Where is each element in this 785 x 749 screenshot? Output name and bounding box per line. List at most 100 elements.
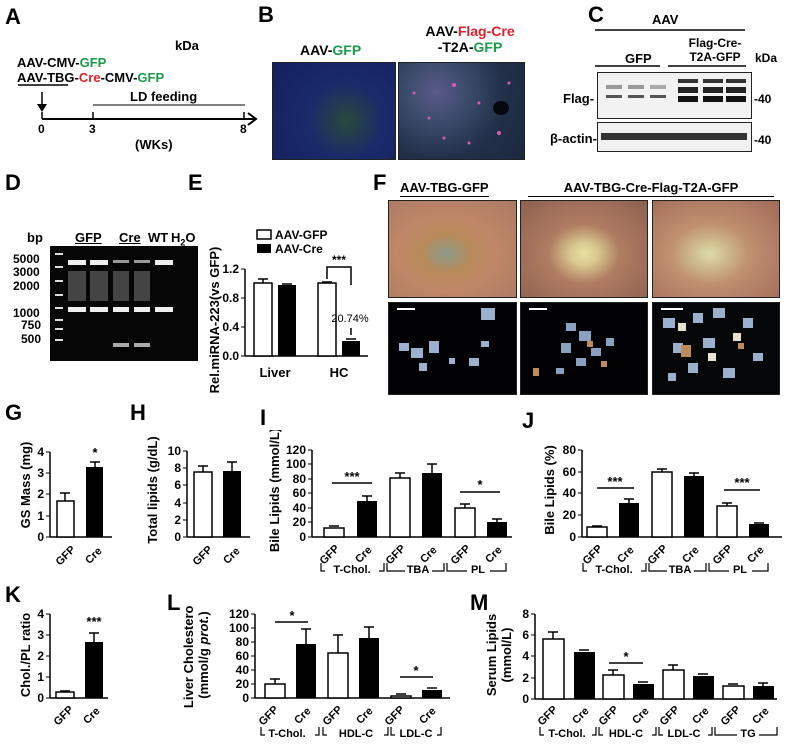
panel-letter-a: A <box>5 4 21 29</box>
svg-text:40: 40 <box>293 501 307 515</box>
svg-text:0: 0 <box>299 530 306 544</box>
blot-bands-flag <box>606 79 746 102</box>
svg-text:GFP: GFP <box>597 704 621 728</box>
panel-letter-g: G <box>5 400 23 425</box>
tick-8: 8 <box>240 122 247 136</box>
svg-text:GFP: GFP <box>52 704 76 728</box>
construct-1: AAV-CMV-GFP <box>17 55 106 70</box>
svg-text:*: * <box>477 477 483 492</box>
svg-text:Cre: Cre <box>483 544 504 565</box>
gallbladder-photo-cre-1 <box>520 200 648 298</box>
panel-letter-j: J <box>522 408 535 433</box>
group-label-cre: AAV-TBG-Cre-Flag-T2A-GFP <box>528 180 774 197</box>
svg-text:*: * <box>92 445 98 460</box>
svg-text:HDL-C: HDL-C <box>609 728 643 740</box>
label-prefix: AAV- <box>300 42 333 58</box>
svg-text:TBA: TBA <box>407 564 430 575</box>
svg-text:GFP: GFP <box>54 544 78 565</box>
aav-header: AAV <box>652 12 679 27</box>
construct-2: AAV-TBG-Cre-CMV-GFP <box>17 70 164 85</box>
svg-text:80: 80 <box>293 472 307 486</box>
legend-swatch-gfp <box>256 229 272 240</box>
svg-text:Serum Lipids: Serum Lipids <box>484 614 499 696</box>
svg-text:1: 1 <box>37 670 44 684</box>
crystal-speckle <box>397 308 495 371</box>
svg-text:***: *** <box>86 614 102 629</box>
cre-group-label: Flag-Cre- T2A-GFP <box>675 36 755 64</box>
svg-text:GFP: GFP <box>191 544 215 565</box>
panel-letter-f: F <box>373 170 387 195</box>
y-axis-label: Rel.miRNA-223(vs GFP) <box>207 247 222 394</box>
marker-40-actin: -40 <box>754 133 772 147</box>
svg-text:*: * <box>413 663 419 678</box>
fluorescence-image-cre <box>398 62 525 160</box>
gel-bands <box>55 253 173 347</box>
panel-letter-d: D <box>5 170 21 195</box>
svg-text:40: 40 <box>563 486 577 500</box>
construct-2-prefix: AAV-TBG- <box>17 70 79 85</box>
legend-swatch-cre <box>257 244 271 253</box>
panel-letter-b: B <box>258 2 274 27</box>
legend-cre: AAV-Cre <box>275 242 323 256</box>
svg-text:TG: TG <box>740 728 755 740</box>
svg-text:6: 6 <box>522 628 529 642</box>
svg-text:LDL-C: LDL-C <box>668 728 701 740</box>
svg-text:120: 120 <box>229 607 249 621</box>
svg-text:0: 0 <box>242 691 249 705</box>
svg-text:0.0: 0.0 <box>222 349 239 363</box>
panel-letter-e: E <box>188 170 203 195</box>
svg-text:Bile Lipids (%): Bile Lipids (%) <box>542 445 557 535</box>
ld-feeding-label: LD feeding <box>130 89 198 104</box>
crystal-image-cre-1 <box>520 302 648 395</box>
chart-e: AAV-GFP AAV-Cre 1.2 0.8 0.4 0.0 *** 20.7… <box>207 228 369 394</box>
svg-text:Liver: Liver <box>259 365 290 380</box>
sig-stars: *** <box>332 253 346 267</box>
gfp-group-label: GFP <box>625 51 652 66</box>
panel-letter-c: C <box>588 2 604 27</box>
svg-text:20: 20 <box>563 508 577 522</box>
crystal-image-cre-2 <box>652 302 780 395</box>
svg-text:40: 40 <box>236 663 250 677</box>
svg-text:2: 2 <box>174 513 181 527</box>
svg-text:Cre: Cre <box>750 705 771 726</box>
svg-text:Cre: Cre <box>615 544 636 565</box>
svg-text:6: 6 <box>174 478 181 492</box>
svg-text:80: 80 <box>563 443 577 457</box>
svg-text:Total lipids (g/dL): Total lipids (g/dL) <box>145 436 160 543</box>
svg-text:GFP: GFP <box>711 543 735 567</box>
crystal-image-gfp <box>388 302 517 395</box>
panel-letter-h: H <box>130 400 146 425</box>
svg-text:Cre: Cre <box>81 705 102 726</box>
svg-text:100: 100 <box>286 457 306 471</box>
ladder-2000: 2000 <box>13 279 40 293</box>
y-axis: 1.2 0.8 0.4 0.0 <box>222 262 246 363</box>
chart-g: GS Mass (mg) 4 3 2 1 0 * GFP Cre <box>18 442 112 565</box>
svg-text:GFP: GFP <box>536 704 560 728</box>
ladder-3000: 3000 <box>13 265 40 279</box>
svg-text:PL: PL <box>733 564 747 575</box>
svg-text:80: 80 <box>236 635 250 649</box>
svg-text:0: 0 <box>522 692 529 706</box>
gallbladder-photo-cre-2 <box>652 200 780 298</box>
panel-letter-i: I <box>260 405 267 430</box>
svg-text:8: 8 <box>522 607 529 621</box>
svg-text:0: 0 <box>37 530 44 544</box>
cre-group-line2: T2A-GFP <box>689 50 741 64</box>
percent-annotation: 20.74% <box>331 313 369 325</box>
svg-text:0.4: 0.4 <box>222 320 239 334</box>
svg-text:1.2: 1.2 <box>222 262 239 276</box>
svg-text:8: 8 <box>174 461 181 475</box>
svg-text:20: 20 <box>293 515 307 529</box>
svg-text:***: *** <box>734 475 750 490</box>
tick-3: 3 <box>89 122 96 136</box>
gel-lane-wt: WT <box>148 230 169 245</box>
construct-1-gfp: GFP <box>79 55 107 70</box>
svg-text:4: 4 <box>37 607 44 621</box>
svg-text:LDL-C: LDL-C <box>400 728 433 740</box>
svg-text:Cre: Cre <box>745 544 766 565</box>
svg-text:GFP: GFP <box>257 704 281 728</box>
group-label-gfp: AAV-TBG-GFP <box>400 180 489 197</box>
label-t2a: -T2A- <box>437 39 474 55</box>
svg-text:20: 20 <box>236 677 250 691</box>
